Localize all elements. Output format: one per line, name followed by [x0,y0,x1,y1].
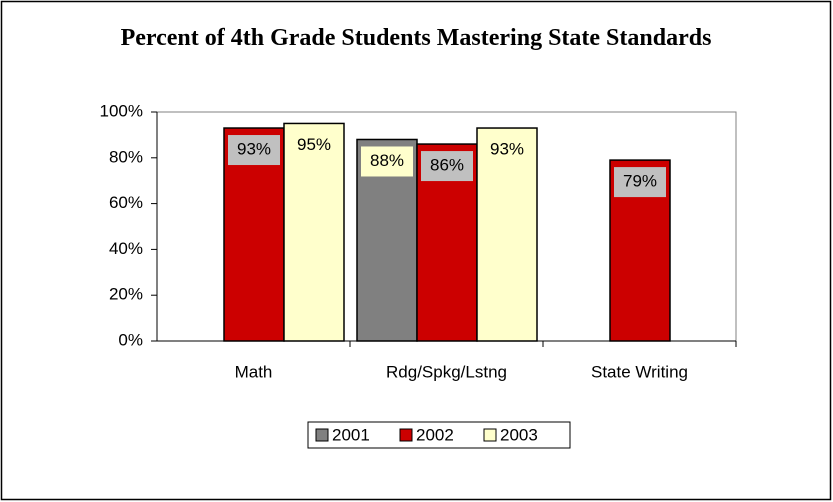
y-tick-label: 80% [109,147,143,166]
legend-swatch [315,428,329,442]
value-label-bg [421,151,473,182]
value-label-bg [288,130,340,161]
value-label-bg [614,167,666,198]
legend-swatch [483,428,497,442]
value-label: 95% [297,135,331,154]
legend-box [307,421,571,449]
value-label: 86% [430,156,464,175]
x-tick-label: Math [235,362,273,381]
legend-swatch [399,428,413,442]
x-tick-label: Rdg/Spkg/Lstng [386,362,507,381]
value-label: 88% [370,151,404,170]
y-tick-label: 20% [109,285,143,304]
value-label: 79% [623,172,657,191]
legend-label: 2003 [500,425,538,444]
y-tick-label: 0% [118,330,143,349]
chart-title: Percent of 4th Grade Students Mastering … [120,25,712,51]
y-tick-label: 60% [109,193,143,212]
value-label: 93% [490,140,524,159]
value-label-bg [481,135,533,166]
value-label-bg [361,146,413,177]
y-tick-label: 100% [100,101,143,120]
x-tick-label: State Writing [591,362,688,381]
y-tick-label: 40% [109,239,143,258]
legend-label: 2002 [416,425,454,444]
legend-label: 2001 [332,425,370,444]
value-label: 93% [237,140,271,159]
value-label-bg [228,135,280,166]
